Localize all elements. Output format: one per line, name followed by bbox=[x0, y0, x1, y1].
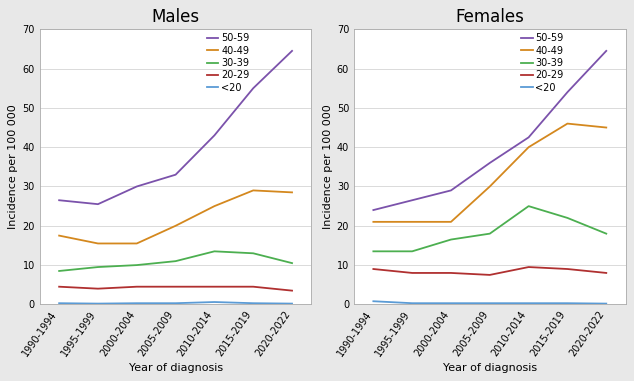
Y-axis label: Incidence per 100 000: Incidence per 100 000 bbox=[8, 104, 18, 229]
X-axis label: Year of diagnosis: Year of diagnosis bbox=[443, 363, 537, 373]
Legend: 50-59, 40-49, 30-39, 20-29, <20: 50-59, 40-49, 30-39, 20-29, <20 bbox=[203, 29, 254, 97]
Legend: 50-59, 40-49, 30-39, 20-29, <20: 50-59, 40-49, 30-39, 20-29, <20 bbox=[517, 29, 567, 97]
X-axis label: Year of diagnosis: Year of diagnosis bbox=[129, 363, 223, 373]
Y-axis label: Incidence per 100 000: Incidence per 100 000 bbox=[323, 104, 333, 229]
Title: Males: Males bbox=[152, 8, 200, 26]
Title: Females: Females bbox=[455, 8, 524, 26]
